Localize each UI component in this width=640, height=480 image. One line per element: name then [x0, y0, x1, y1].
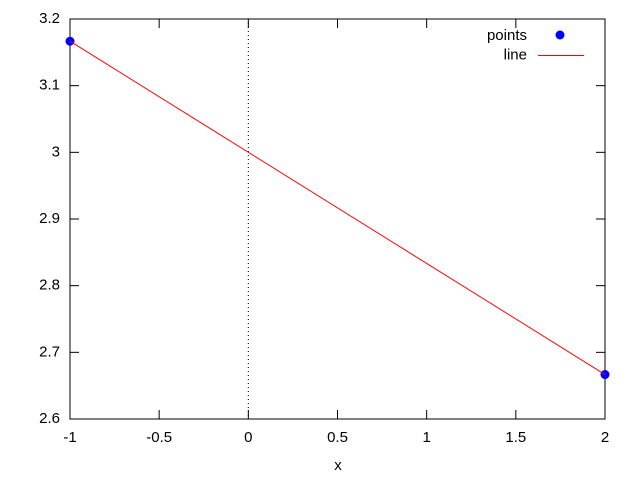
plot-frame [69, 18, 606, 420]
legend-label: line [504, 46, 527, 63]
y-tick-label: 3 [52, 143, 60, 160]
x-tick-label: 1 [422, 429, 430, 446]
x-tick-label: 0 [244, 429, 252, 446]
x-tick-label: 1.5 [505, 429, 526, 446]
y-tick-label: 2.9 [39, 210, 60, 227]
y-tick-label: 2.7 [39, 343, 60, 360]
y-tick-label: 2.8 [39, 277, 60, 294]
y-tick-label: 3.2 [39, 10, 60, 27]
x-tick-label: -0.5 [146, 429, 172, 446]
data-line [69, 40, 606, 375]
x-tick-label: 0.5 [327, 429, 348, 446]
x-axis-label: x [334, 457, 342, 474]
y-tick-label: 3.1 [39, 77, 60, 94]
legend-label: points [487, 27, 527, 44]
legend-marker [555, 30, 565, 40]
x-tick-label: 2 [601, 429, 609, 446]
y-tick-label: 2.6 [39, 410, 60, 427]
x-tick-label: -1 [63, 429, 76, 446]
